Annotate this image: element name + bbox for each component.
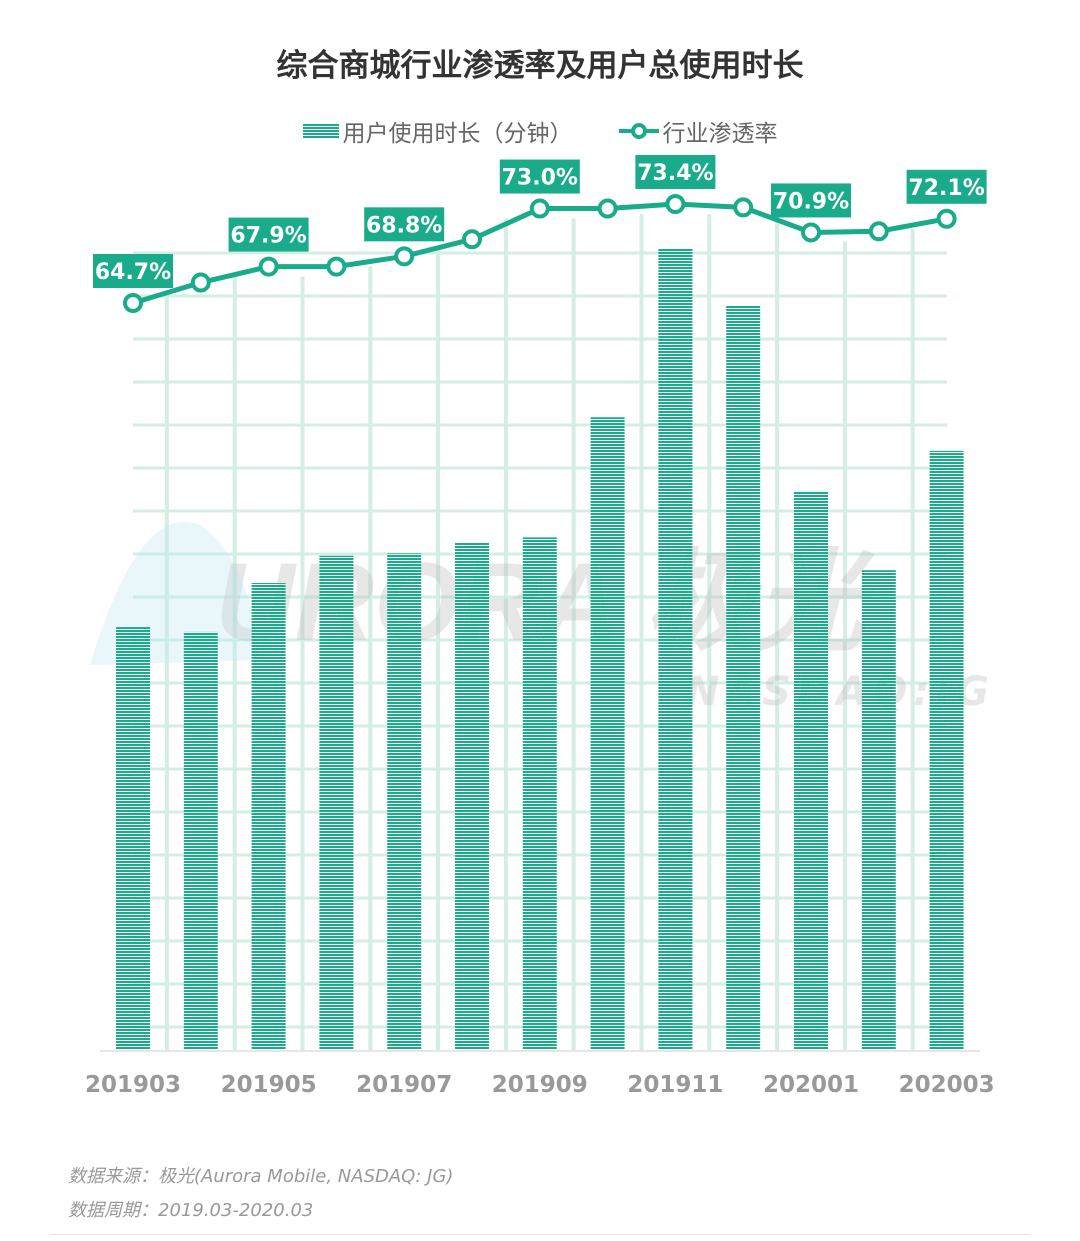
legend-item-line: 行业渗透率 xyxy=(618,114,778,148)
x-tick-label: 202001 xyxy=(763,1072,859,1098)
bar-201905 xyxy=(251,583,286,1050)
x-tick-label: 201911 xyxy=(627,1072,723,1098)
line-point-201904 xyxy=(190,272,211,293)
line-point-202003 xyxy=(936,208,957,229)
legend-item-bar: 用户使用时长（分钟） xyxy=(302,114,573,148)
legend-label-bar: 用户使用时长（分钟） xyxy=(342,121,573,147)
x-tick-label: 201909 xyxy=(492,1072,588,1098)
line-point-201910 xyxy=(597,198,618,219)
data-label: 70.9% xyxy=(773,189,849,214)
data-label-bg xyxy=(635,154,716,189)
data-label-bg xyxy=(499,159,580,194)
chart-title: 综合商城行业渗透率及用户总使用时长 xyxy=(276,48,804,84)
data-label: 73.0% xyxy=(502,166,578,191)
data-label: 72.1% xyxy=(908,176,984,201)
bar-202002 xyxy=(861,570,896,1050)
footer-period: 数据周期：2019.03-2020.03 xyxy=(68,1200,314,1221)
bar-201912 xyxy=(726,305,761,1051)
divider xyxy=(50,1234,1030,1235)
legend-label-line: 行业渗透率 xyxy=(662,121,778,147)
line-swatch-icon xyxy=(618,123,659,139)
data-label-bg xyxy=(364,207,445,242)
data-label: 68.8% xyxy=(366,213,442,238)
data-label: 64.7% xyxy=(95,260,171,285)
line-point-201907 xyxy=(394,246,415,267)
legend: 用户使用时长（分钟） 行业渗透率 xyxy=(0,114,1080,148)
data-label-bg xyxy=(93,254,173,288)
line-point-201906 xyxy=(326,256,347,277)
bar-201908 xyxy=(455,542,489,1050)
bar-202003 xyxy=(929,450,964,1050)
bar-201904 xyxy=(183,631,218,1050)
line-point-201909 xyxy=(529,198,550,219)
x-tick-label: 201907 xyxy=(356,1072,452,1098)
line-point-202001 xyxy=(801,222,821,243)
data-label-bg xyxy=(771,183,851,218)
bar-201910 xyxy=(590,417,625,1051)
bar-201911 xyxy=(658,249,693,1050)
data-label: 67.9% xyxy=(230,224,306,249)
line-point-201905 xyxy=(258,256,279,277)
line-point-201912 xyxy=(733,197,754,218)
x-tick-label: 201903 xyxy=(85,1072,181,1098)
line-point-201908 xyxy=(462,229,482,250)
line-point-202002 xyxy=(868,221,889,242)
bar-201907 xyxy=(387,553,422,1050)
x-tick-label: 202003 xyxy=(899,1072,995,1098)
bar-202001 xyxy=(794,490,828,1051)
bar-201906 xyxy=(319,555,354,1050)
line-point-201911 xyxy=(665,193,686,214)
bar-swatch-icon xyxy=(302,124,339,138)
x-tick-label: 201905 xyxy=(221,1072,317,1098)
data-label-bg xyxy=(228,217,309,252)
data-label-bg xyxy=(906,169,987,204)
bar-201909 xyxy=(522,537,557,1050)
bar-201903 xyxy=(116,627,150,1050)
footer-source: 数据来源：极光(Aurora Mobile, NASDAQ: JG) xyxy=(68,1166,454,1187)
data-label: 73.4% xyxy=(637,161,713,186)
line-point-201903 xyxy=(123,293,143,313)
